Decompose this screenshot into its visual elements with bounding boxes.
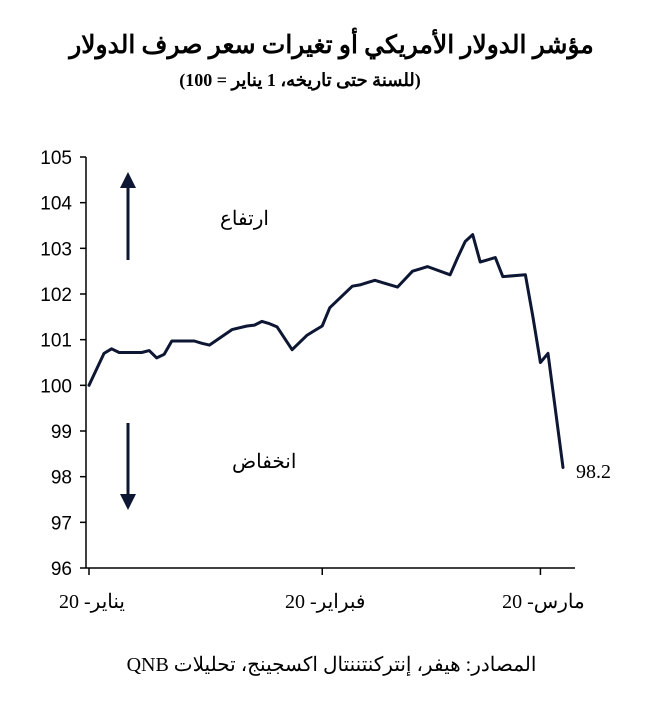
y-tick-label: 103 xyxy=(40,239,72,260)
x-tick-label: فبراير- 20 xyxy=(285,591,365,613)
y-tick-label: 100 xyxy=(40,376,72,397)
y-axis-ticks: 96 97 98 99 100 101 102 103 104 105 xyxy=(40,148,86,580)
axes xyxy=(85,157,575,569)
down-arrow-head xyxy=(120,494,136,510)
y-tick-label: 102 xyxy=(40,285,72,306)
y-tick-label: 98 xyxy=(51,468,72,489)
up-arrow-head xyxy=(120,172,136,188)
series-line xyxy=(87,233,565,469)
chart-subtitle: (للسنة حتى تاريخه، 1 يناير = 100) xyxy=(179,70,421,90)
up-label: ارتفاع xyxy=(220,208,269,230)
x-tick-label: مارس- 20 xyxy=(502,591,585,613)
y-tick-label: 104 xyxy=(40,194,72,215)
series-group xyxy=(87,233,565,469)
source-note: المصادر: هيفر، إنتركنتننتال اكسجينج، تحل… xyxy=(126,654,537,676)
y-tick-label: 96 xyxy=(51,559,72,580)
annotations: ارتفاع انخفاض 98.2 xyxy=(120,172,611,510)
x-tick-label: يناير- 20 xyxy=(59,591,125,613)
line-chart: 96 97 98 99 100 101 102 103 104 105 يناير- 20 فبرا… xyxy=(40,148,611,613)
y-tick-label: 97 xyxy=(51,513,72,534)
y-tick-label: 105 xyxy=(40,148,72,169)
x-axis-ticks: يناير- 20 فبراير- 20 مارس- 20 xyxy=(59,568,585,613)
last-value-label: 98.2 xyxy=(576,461,611,483)
y-tick-label: 99 xyxy=(51,422,72,443)
chart-title: مؤشر الدولار الأمريكي أو تغيرات سعر صرف … xyxy=(69,32,594,59)
y-tick-label: 101 xyxy=(40,331,72,352)
down-label: انخفاض xyxy=(232,451,296,473)
